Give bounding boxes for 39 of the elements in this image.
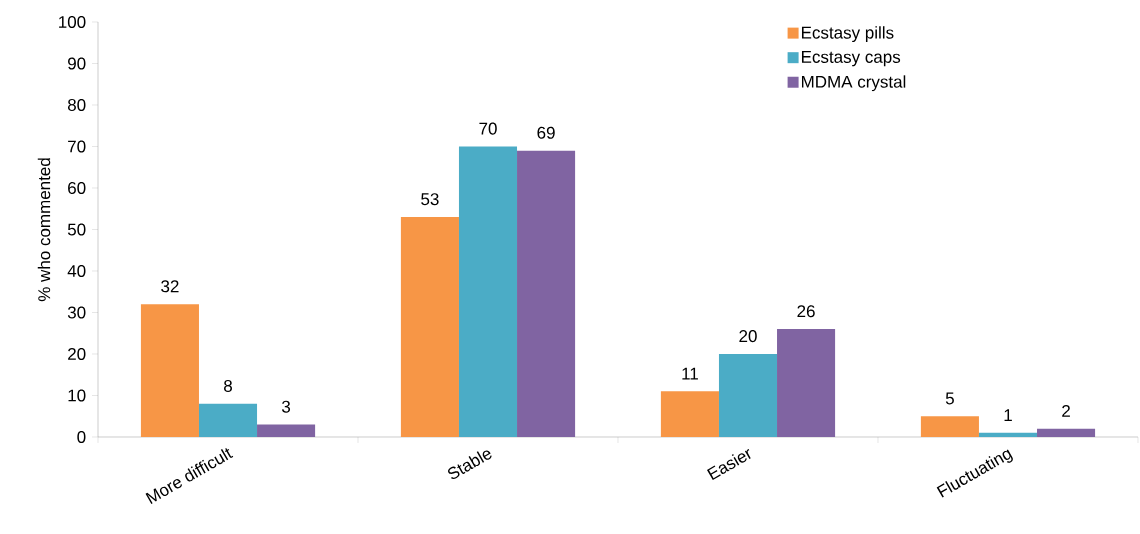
data-label: 8: [224, 379, 232, 392]
data-label: 1: [1004, 409, 1012, 421]
y-tick-label: 30: [67, 306, 86, 319]
data-label: 53: [421, 193, 439, 206]
y-tick-label: 60: [68, 181, 86, 195]
legend-label: Ecstasy pills: [801, 26, 894, 43]
y-tick-label: 70: [68, 140, 86, 153]
y-tick-label: 50: [67, 223, 86, 236]
bar: [978, 432, 1038, 437]
y-tick-label: 90: [68, 57, 86, 70]
bar: [400, 217, 459, 437]
bar: [458, 146, 518, 437]
y-tick-label: 0: [77, 430, 86, 444]
bar: [718, 353, 778, 437]
data-label: 2: [1062, 404, 1070, 417]
y-axis-title: % who commented: [37, 158, 51, 302]
bar: [140, 304, 199, 437]
data-label: 11: [682, 367, 698, 380]
data-label: 3: [281, 400, 291, 413]
bar: [198, 403, 258, 437]
legend-label: Ecstasy caps: [801, 51, 901, 67]
y-tick-label: 10: [68, 389, 86, 402]
y-tick-label: 80: [67, 98, 86, 112]
bar: [777, 329, 836, 437]
data-label: 70: [479, 122, 497, 135]
y-tick-label: 40: [67, 264, 86, 278]
data-label: 32: [161, 280, 179, 293]
bar: [257, 424, 316, 437]
data-label: 20: [739, 330, 757, 343]
data-label: 26: [797, 305, 815, 318]
data-label: 5: [945, 392, 954, 405]
bar: [660, 391, 719, 437]
bar: [920, 416, 979, 437]
y-tick-label: 100: [59, 15, 86, 29]
legend-label: MDMA crystal: [801, 75, 906, 92]
data-label: 69: [537, 126, 555, 139]
y-tick-label: 20: [68, 347, 86, 361]
bar: [517, 150, 576, 437]
bar: [1037, 428, 1096, 437]
